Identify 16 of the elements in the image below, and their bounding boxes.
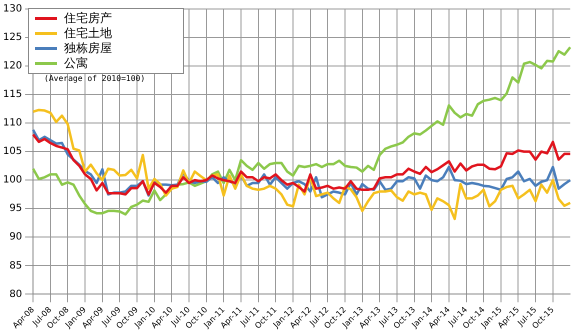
- legend-label: 公寓: [64, 56, 88, 71]
- legend-label: 独栋房屋: [64, 41, 112, 56]
- y-tick-label: 130: [2, 4, 22, 15]
- y-tick-label: 85: [9, 260, 22, 272]
- y-tick-label: 115: [2, 89, 22, 100]
- y-tick-label: 125: [2, 32, 22, 44]
- y-tick-label: 90: [9, 232, 22, 243]
- y-tick-label: 105: [2, 146, 22, 158]
- y-tick-label: 80: [9, 288, 22, 300]
- annotation: (Average of 2010=100): [44, 74, 146, 83]
- y-tick-label: 100: [2, 174, 22, 186]
- y-tick-label: 120: [2, 60, 22, 72]
- legend-label: 住宅土地: [64, 26, 112, 41]
- y-tick-label: 110: [2, 118, 22, 129]
- legend-label: 住宅房产: [64, 11, 112, 26]
- y-tick-label: 95: [9, 203, 22, 214]
